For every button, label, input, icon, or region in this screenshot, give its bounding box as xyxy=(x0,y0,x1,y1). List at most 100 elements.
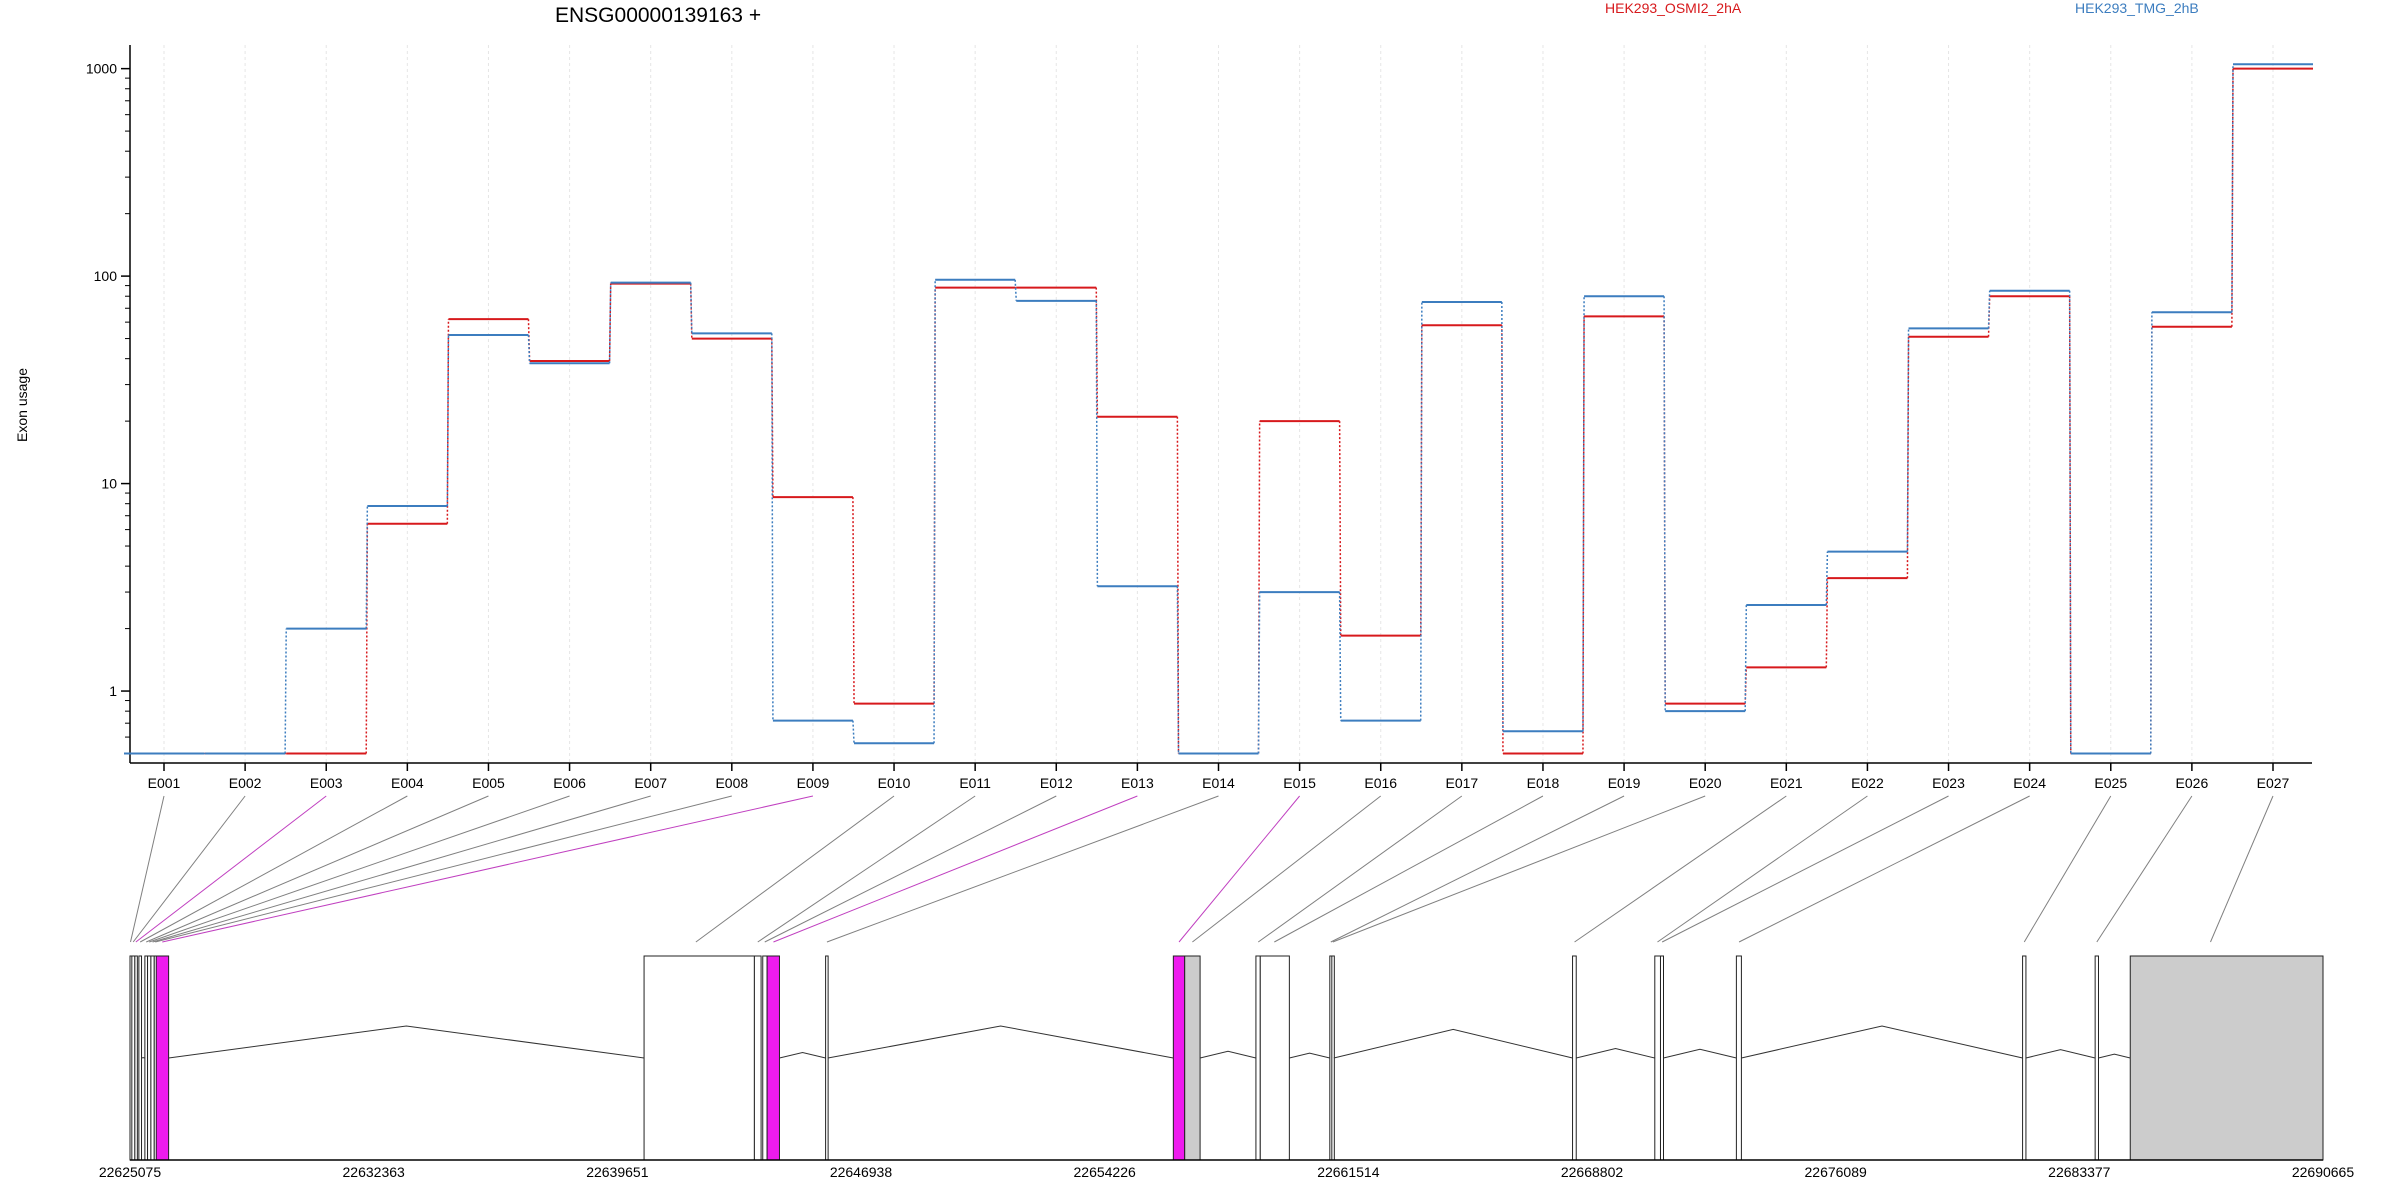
y-axis-label: Exon usage xyxy=(14,368,30,442)
series-0-connector xyxy=(1176,416,1180,754)
series-0-connector xyxy=(1987,296,1991,337)
connector-E018 xyxy=(1274,795,1544,943)
y-tick-label-100: 100 xyxy=(94,268,118,284)
series-0-connector xyxy=(2068,296,2072,754)
exon-box-E026 xyxy=(2094,955,2099,1161)
x-tick-label-E009: E009 xyxy=(797,775,830,791)
exon-box-E016 xyxy=(1184,955,1201,1161)
legend-entry-tmg: HEK293_TMG_2hB xyxy=(2075,0,2199,16)
connector-E005 xyxy=(146,795,489,943)
x-tick-label-E003: E003 xyxy=(310,775,343,791)
series-0-connector xyxy=(365,523,369,754)
series-1-connector xyxy=(2150,312,2153,754)
connector-E002 xyxy=(132,795,246,943)
x-tick-label-E024: E024 xyxy=(2013,775,2046,791)
y-tick-label-1: 1 xyxy=(109,683,117,699)
x-tick-label-E019: E019 xyxy=(1608,775,1641,791)
series-0-connector xyxy=(608,283,612,361)
connector-E006 xyxy=(149,795,570,943)
series-1-connector xyxy=(284,628,287,754)
x-tick-label-E008: E008 xyxy=(715,775,748,791)
connector-E016 xyxy=(1192,795,1382,943)
intron-line xyxy=(1663,1048,1737,1059)
intron-line xyxy=(779,1051,826,1059)
exon-box-E022 xyxy=(1654,955,1661,1161)
series-1-connector xyxy=(446,335,450,506)
series-0-connector xyxy=(1825,578,1829,668)
intron-line xyxy=(1741,1025,2023,1059)
coordinate-label-22625075: 22625075 xyxy=(99,1164,162,1180)
connector-E014 xyxy=(826,795,1219,943)
intron-line xyxy=(168,1025,645,1059)
series-1-connector xyxy=(1419,302,1423,721)
intron-line xyxy=(1576,1048,1655,1059)
series-1-connector xyxy=(1825,551,1829,605)
x-tick-label-E007: E007 xyxy=(634,775,667,791)
connector-E019 xyxy=(1330,795,1625,943)
series-1-connector xyxy=(608,282,612,364)
intron-line xyxy=(1333,1028,1573,1059)
data-series xyxy=(124,63,2313,755)
x-tick-label-E016: E016 xyxy=(1364,775,1397,791)
coordinate-label-22654226: 22654226 xyxy=(1074,1164,1137,1180)
x-tick-label-E014: E014 xyxy=(1202,775,1235,791)
connector-E009 xyxy=(162,795,814,943)
series-1-connector xyxy=(1095,300,1099,587)
exon-box-E025 xyxy=(2022,955,2027,1161)
connector-E027 xyxy=(2210,795,2274,943)
exon-box-E010 xyxy=(643,955,755,1161)
x-tick-label-E027: E027 xyxy=(2257,775,2290,791)
series-0-connector xyxy=(1582,316,1585,754)
connector-E003 xyxy=(135,795,327,943)
axes: 1 10 100 1000 E001 E002 E003 E004 E005 E006 E007 E0… xyxy=(86,45,2312,791)
series-1-connector xyxy=(527,335,531,364)
coordinate-label-22668802: 22668802 xyxy=(1561,1164,1624,1180)
exon-box-E021 xyxy=(1572,955,1577,1161)
connector-E022 xyxy=(1657,795,1868,943)
series-1-connector xyxy=(771,333,774,721)
coordinate-label-22632363: 22632363 xyxy=(343,1164,406,1180)
series-1-connector xyxy=(1663,296,1666,712)
x-tick-label-E015: E015 xyxy=(1283,775,1316,791)
connector-E025 xyxy=(2023,795,2112,943)
y-tick-label-10: 10 xyxy=(101,476,117,492)
series-0-connector xyxy=(2231,68,2234,327)
y-tick-label-1000: 1000 xyxy=(86,61,117,77)
exon-box-E014 xyxy=(825,955,829,1161)
exon-connectors xyxy=(130,795,2274,943)
coordinate-label-22661514: 22661514 xyxy=(1317,1164,1380,1180)
x-tick-label-E005: E005 xyxy=(472,775,505,791)
exon-box-E017 xyxy=(1255,955,1261,1161)
chart-title: ENSG00000139163 + xyxy=(555,4,761,27)
series-1-connector xyxy=(365,505,369,629)
connector-E013 xyxy=(773,795,1138,943)
connector-E021 xyxy=(1574,795,1787,943)
x-tick-label-E013: E013 xyxy=(1121,775,1154,791)
intron-line xyxy=(1289,1052,1330,1059)
x-tick-label-E020: E020 xyxy=(1689,775,1722,791)
connector-E026 xyxy=(2096,795,2193,943)
x-tick-label-E004: E004 xyxy=(391,775,424,791)
exon-box-E015 xyxy=(1172,955,1186,1161)
connector-E023 xyxy=(1661,795,1949,943)
x-tick-label-E023: E023 xyxy=(1932,775,1965,791)
series-0-connector xyxy=(1338,421,1342,636)
intron-line xyxy=(2025,1049,2096,1059)
coordinate-label-22683377: 22683377 xyxy=(2048,1164,2111,1180)
connector-E008 xyxy=(155,795,732,943)
series-1-connector xyxy=(1014,279,1018,301)
connector-E004 xyxy=(139,795,408,943)
intron-line xyxy=(827,1025,1174,1059)
series-0-connector xyxy=(1257,421,1261,754)
x-tick-label-E011: E011 xyxy=(959,775,991,791)
exon-box-E006 xyxy=(147,955,152,1161)
exon-box-E027 xyxy=(2129,955,2324,1161)
x-tick-label-E022: E022 xyxy=(1851,775,1884,791)
connector-E015 xyxy=(1178,795,1301,943)
exon-box-E009 xyxy=(155,955,170,1161)
coordinate-label-22690665: 22690665 xyxy=(2292,1164,2355,1180)
series-0-connector xyxy=(689,283,693,339)
intron-line xyxy=(2098,1053,2131,1059)
legend-entry-osmi2: HEK293_OSMI2_2hA xyxy=(1605,0,1742,16)
